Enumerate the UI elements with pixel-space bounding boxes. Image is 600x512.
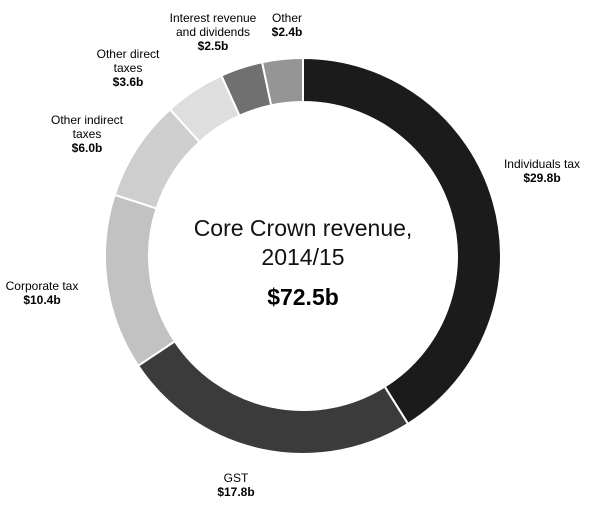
center-text: Core Crown revenue, 2014/15 $72.5b — [194, 215, 413, 310]
slice-gst — [136, 339, 410, 455]
slice-label-individuals-tax: Individuals tax — [504, 157, 580, 171]
slice-value-individuals-tax: $29.8b — [523, 171, 560, 185]
slice-value-other-direct-taxes: $3.6b — [113, 75, 144, 89]
chart-title-line1: Core Crown revenue, — [194, 215, 413, 241]
slice-value-other-indirect-taxes: $6.0b — [72, 141, 103, 155]
slice-value-other: $2.4b — [272, 25, 303, 39]
slice-label-other-indirect-taxes: taxes — [73, 127, 102, 141]
slice-value-corporate-tax: $10.4b — [23, 293, 60, 307]
slice-label-interest-revenue-and-dividends: Interest revenue — [170, 11, 257, 25]
slice-labels: Individuals tax$29.8b GST$17.8b Corporate … — [6, 11, 580, 499]
slice-label-other-direct-taxes: Other direct — [97, 47, 160, 61]
slice-corporate-tax — [104, 193, 177, 368]
slice-value-interest-revenue-and-dividends: $2.5b — [198, 39, 229, 53]
slice-other — [260, 56, 304, 107]
slice-label-gst: GST — [224, 471, 249, 485]
slice-label-other-direct-taxes: taxes — [114, 61, 143, 75]
donut-slices — [104, 56, 502, 455]
slice-label-other-indirect-taxes: Other indirect — [51, 113, 124, 127]
chart-title-line2: 2014/15 — [261, 244, 344, 270]
slice-value-gst: $17.8b — [217, 485, 254, 499]
slice-label-corporate-tax: Corporate tax — [6, 279, 79, 293]
slice-label-other: Other — [272, 11, 302, 25]
slice-individuals-tax — [302, 56, 502, 426]
slice-label-interest-revenue-and-dividends: and dividends — [176, 25, 250, 39]
chart-total: $72.5b — [267, 284, 339, 310]
